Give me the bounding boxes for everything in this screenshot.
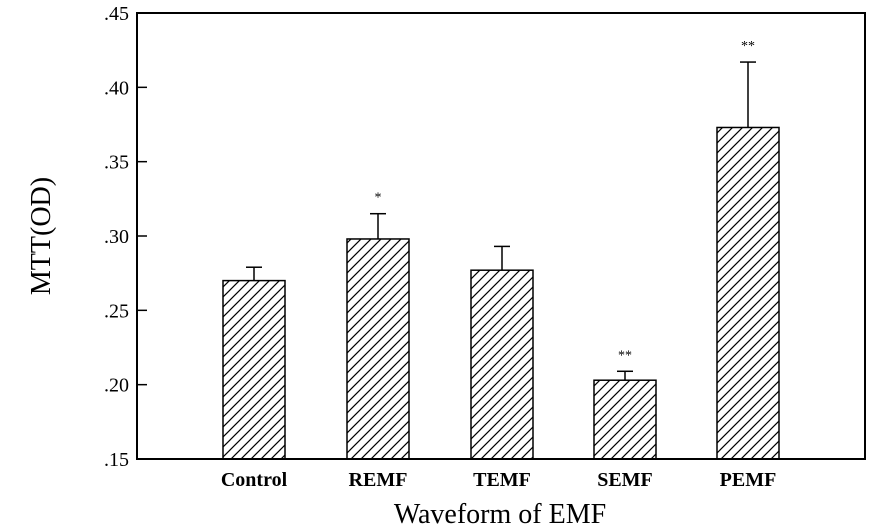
y-axis-title: MTT(OD) bbox=[26, 177, 57, 295]
bar-remf bbox=[346, 238, 410, 460]
x-tick-label: REMF bbox=[349, 469, 408, 491]
y-tick-label: .40 bbox=[104, 77, 129, 99]
y-axis: .15 .20 .25 .30 .35 .40 .45 bbox=[104, 3, 147, 471]
bars: ***** bbox=[222, 39, 780, 460]
y-tick-label: .45 bbox=[104, 3, 129, 25]
y-tick-label: .20 bbox=[104, 375, 129, 397]
y-tick-label: .15 bbox=[104, 449, 129, 471]
x-tick-label: SEMF bbox=[597, 469, 653, 491]
bar-control bbox=[222, 279, 286, 460]
significance-marker: * bbox=[375, 191, 382, 206]
x-tick-label: Control bbox=[221, 469, 288, 491]
bar-pemf bbox=[716, 126, 780, 460]
bar-semf bbox=[593, 379, 657, 460]
y-tick-label: .35 bbox=[104, 152, 129, 174]
x-axis: Control REMF TEMF SEMF PEMF bbox=[221, 469, 776, 491]
x-tick-label: TEMF bbox=[473, 469, 531, 491]
significance-marker: ** bbox=[618, 348, 632, 363]
x-tick-label: PEMF bbox=[720, 469, 777, 491]
y-tick-label: .30 bbox=[104, 226, 129, 248]
x-axis-title: Waveform of EMF bbox=[394, 499, 606, 530]
y-tick-label: .25 bbox=[104, 300, 129, 322]
bar-temf bbox=[470, 269, 534, 460]
significance-marker: ** bbox=[741, 39, 755, 54]
